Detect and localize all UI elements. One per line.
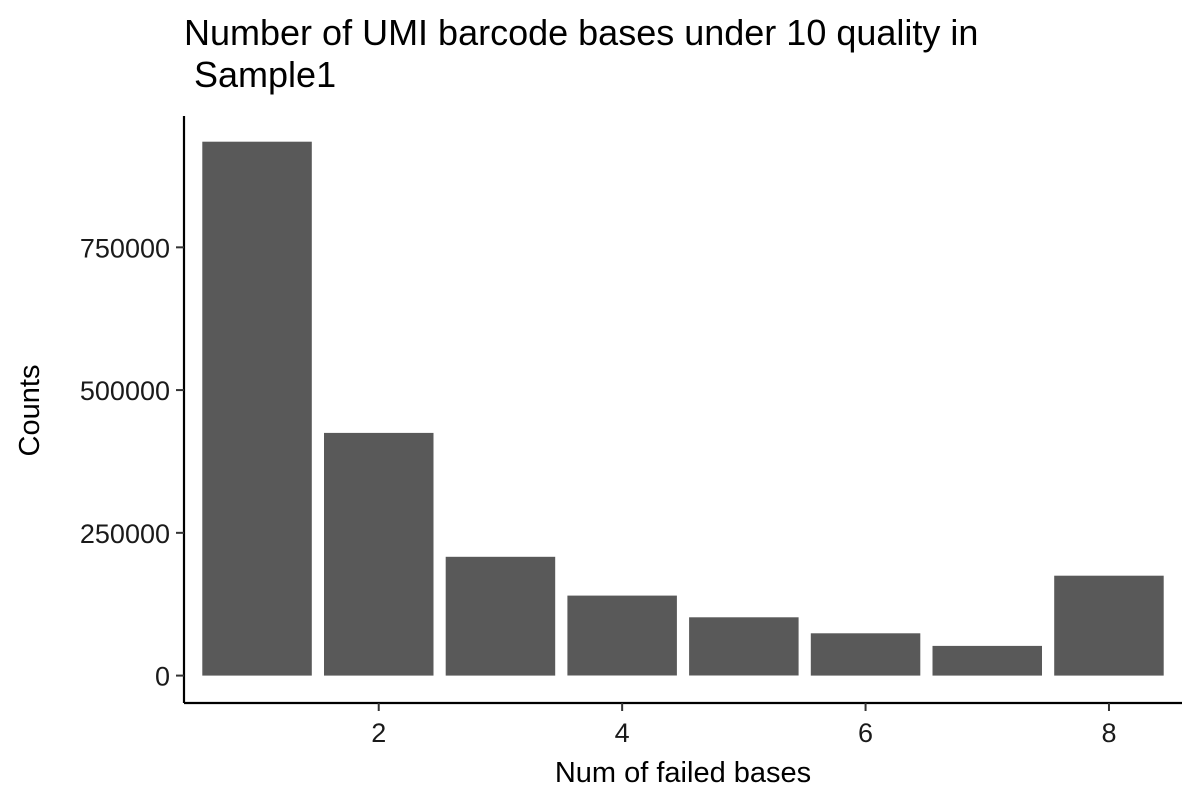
bar-7 [932, 645, 1042, 676]
bar-6 [810, 633, 921, 676]
bar-5 [689, 617, 799, 676]
y-tick-label: 250000 [80, 519, 170, 549]
x-tick-label: 8 [1101, 718, 1116, 748]
bars-group [202, 141, 1164, 676]
y-axis-title: Counts [14, 365, 46, 457]
y-axis-ticks: 0 250000 500000 750000 [80, 233, 184, 692]
bar-8 [1054, 575, 1164, 676]
bar-3 [445, 556, 556, 676]
bar-4 [567, 595, 677, 676]
x-tick-label: 4 [615, 718, 630, 748]
x-tick-label: 2 [371, 718, 386, 748]
y-tick-label: 0 [155, 662, 170, 692]
chart-title: Number of UMI barcode bases under 10 qua… [184, 12, 979, 95]
x-axis-title: Num of failed bases [555, 757, 811, 789]
y-tick-label: 500000 [80, 376, 170, 406]
bar-2 [324, 432, 434, 676]
bar-1 [202, 141, 312, 676]
y-tick-label: 750000 [80, 233, 170, 263]
x-axis-ticks: 2 4 6 8 [371, 703, 1116, 748]
x-tick-label: 6 [858, 718, 873, 748]
